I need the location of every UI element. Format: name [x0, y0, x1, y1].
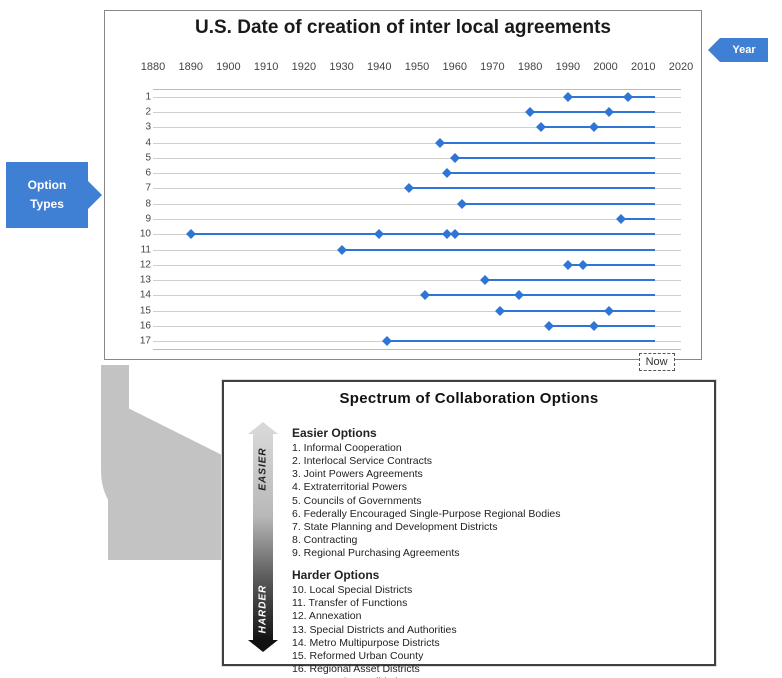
- spectrum-option: 5. Councils of Governments: [292, 495, 704, 508]
- y-tick: 10: [140, 229, 151, 240]
- harder-heading: Harder Options: [292, 568, 704, 582]
- x-tick: 1930: [329, 61, 353, 73]
- spectrum-option: 8. Contracting: [292, 534, 704, 547]
- spectrum-box: Spectrum of Collaboration Options EASIER…: [222, 380, 716, 666]
- easier-list: 1. Informal Cooperation2. Interlocal Ser…: [292, 442, 704, 560]
- spectrum-option: 16. Regional Asset Districts: [292, 663, 704, 676]
- easier-heading: Easier Options: [292, 426, 704, 440]
- y-tick: 16: [140, 321, 151, 332]
- y-tick: 15: [140, 305, 151, 316]
- x-axis: 1880189019001910192019301940195019601970…: [153, 61, 681, 81]
- y-tick: 5: [145, 152, 151, 163]
- spectrum-option: 14. Metro Multipurpose Districts: [292, 637, 704, 650]
- spectrum-option: 6. Federally Encouraged Single-Purpose R…: [292, 508, 704, 521]
- x-tick: 1990: [556, 61, 580, 73]
- x-tick: 1900: [216, 61, 240, 73]
- y-tick: 2: [145, 106, 151, 117]
- spectrum-option: 12. Annexation: [292, 610, 704, 623]
- spectrum-option: 15. Reformed Urban County: [292, 650, 704, 663]
- now-indicator: Now: [639, 353, 675, 371]
- spectrum-side-label-easier: EASIER: [258, 447, 269, 490]
- x-tick: 2000: [593, 61, 617, 73]
- plot-area: [153, 89, 681, 349]
- chart-title: U.S. Date of creation of inter local agr…: [105, 17, 701, 39]
- y-tick: 1: [145, 91, 151, 102]
- spectrum-option: 11. Transfer of Functions: [292, 597, 704, 610]
- x-tick: 1960: [442, 61, 466, 73]
- spectrum-option: 3. Joint Powers Agreements: [292, 468, 704, 481]
- spectrum-side-label-harder: HARDER: [258, 585, 269, 634]
- x-tick: 1880: [141, 61, 165, 73]
- y-axis: 1234567891011121314151617: [133, 89, 151, 349]
- y-axis-callout-line1: Option: [28, 176, 67, 195]
- spectrum-option: 2. Interlocal Service Contracts: [292, 455, 704, 468]
- x-tick: 1950: [405, 61, 429, 73]
- spectrum-option: 1. Informal Cooperation: [292, 442, 704, 455]
- y-tick: 14: [140, 290, 151, 301]
- y-tick: 11: [141, 244, 151, 255]
- spectrum-option: 7. State Planning and Development Distri…: [292, 521, 704, 534]
- spectrum-option: 4. Extraterritorial Powers: [292, 481, 704, 494]
- y-axis-callout: Option Types: [6, 162, 88, 228]
- y-tick: 12: [140, 259, 151, 270]
- y-tick: 8: [145, 198, 151, 209]
- y-tick: 4: [145, 137, 151, 148]
- spectrum-arrow-icon: EASIER HARDER: [248, 424, 278, 650]
- x-tick: 1920: [292, 61, 316, 73]
- y-tick: 9: [145, 214, 151, 225]
- spectrum-option: 9. Regional Purchasing Agreements: [292, 547, 704, 560]
- x-tick: 2010: [631, 61, 655, 73]
- x-tick: 1890: [178, 61, 202, 73]
- y-tick: 13: [140, 275, 151, 286]
- x-axis-callout-label: Year: [732, 44, 755, 56]
- y-tick: 6: [145, 168, 151, 179]
- spectrum-body: Easier Options 1. Informal Cooperation2.…: [292, 424, 704, 656]
- y-axis-callout-line2: Types: [30, 195, 64, 214]
- spectrum-option: 13. Special Districts and Authorities: [292, 624, 704, 637]
- spectrum-title: Spectrum of Collaboration Options: [224, 390, 714, 407]
- y-tick: 7: [145, 183, 151, 194]
- x-tick: 1970: [480, 61, 504, 73]
- x-tick: 1940: [367, 61, 391, 73]
- harder-list: 10. Local Special Districts11. Transfer …: [292, 584, 704, 678]
- y-tick: 3: [145, 122, 151, 133]
- timeline-chart: U.S. Date of creation of inter local agr…: [104, 10, 702, 360]
- x-tick: 1980: [518, 61, 542, 73]
- y-tick: 17: [140, 336, 151, 347]
- spectrum-option: 10. Local Special Districts: [292, 584, 704, 597]
- x-axis-callout: Year: [720, 38, 768, 62]
- x-tick: 1910: [254, 61, 278, 73]
- x-tick: 2020: [669, 61, 693, 73]
